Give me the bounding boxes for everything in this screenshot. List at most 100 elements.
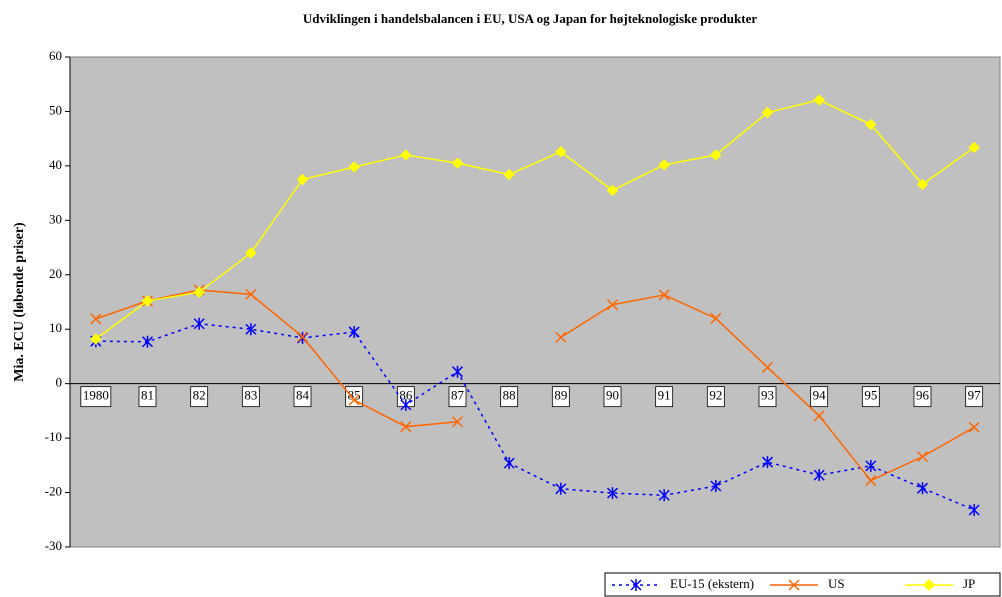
x-tick-label: 95 — [864, 388, 877, 403]
marker — [710, 149, 722, 161]
marker — [813, 410, 825, 422]
x-tick-group: 89 — [551, 386, 570, 408]
y-tick-label: 20 — [49, 266, 62, 281]
x-tick-box — [500, 386, 519, 408]
legend-label: EU-15 (ekstern) — [670, 576, 754, 591]
x-tick-box — [861, 386, 880, 408]
x-tick-box — [603, 386, 622, 408]
marker — [193, 317, 205, 330]
y-tick-label: 30 — [49, 211, 62, 226]
marker — [710, 312, 722, 324]
x-tick-group: 1980 — [80, 386, 112, 408]
x-tick-label: 1980 — [83, 388, 109, 403]
marker — [555, 331, 567, 343]
x-tick-group: 82 — [190, 386, 209, 408]
x-tick-label: 97 — [968, 388, 982, 403]
x-tick-group: 97 — [965, 386, 984, 408]
y-tick-label: -10 — [45, 429, 62, 444]
legend-label: US — [828, 576, 845, 591]
x-tick-label: 81 — [141, 388, 154, 403]
marker — [916, 451, 929, 463]
marker — [503, 457, 515, 470]
legend-label: JP — [963, 576, 975, 591]
marker — [916, 482, 929, 495]
series-line — [95, 323, 975, 511]
x-tick-box — [293, 386, 312, 408]
x-tick-box — [241, 386, 260, 408]
marker — [761, 361, 774, 373]
x-tick-group: 91 — [655, 386, 674, 408]
x-tick-group: 83 — [241, 386, 260, 408]
y-tick-label: -30 — [45, 538, 62, 553]
y-tick-label: -20 — [45, 484, 62, 499]
chart-title: Udviklingen i handelsbalancen i EU, USA … — [303, 11, 757, 26]
marker — [865, 118, 877, 131]
marker — [193, 286, 205, 298]
y-tick-label: 40 — [49, 157, 62, 172]
x-tick-box — [80, 386, 112, 408]
x-tick-group: 93 — [758, 386, 777, 408]
x-tick-box — [810, 386, 829, 408]
marker — [865, 475, 877, 487]
x-tick-box — [138, 386, 157, 408]
x-tick-box — [913, 386, 932, 408]
y-tick-label: 50 — [49, 102, 62, 117]
y-tick-label: 0 — [56, 375, 63, 390]
x-tick-box — [965, 386, 984, 408]
marker — [141, 335, 154, 348]
x-tick-group: 88 — [500, 386, 519, 408]
x-tick-label: 96 — [916, 388, 930, 403]
x-tick-group: 90 — [603, 386, 622, 408]
marker — [400, 398, 412, 411]
marker — [658, 159, 670, 171]
x-tick-label: 91 — [658, 388, 671, 403]
plot-area — [69, 56, 1001, 548]
x-tick-box — [706, 386, 725, 408]
x-tick-label: 86 — [399, 388, 413, 403]
marker — [348, 161, 360, 173]
x-tick-group: 81 — [138, 386, 157, 408]
x-tick-label: 90 — [606, 388, 619, 403]
marker — [141, 295, 154, 307]
marker — [400, 421, 412, 433]
x-tick-label: 94 — [813, 388, 827, 403]
x-tick-label: 92 — [709, 388, 722, 403]
x-tick-group: 87 — [448, 386, 467, 408]
legend-marker — [630, 579, 642, 591]
x-tick-box — [758, 386, 777, 408]
marker — [968, 503, 980, 516]
legend-marker — [788, 579, 800, 591]
x-tick-box — [448, 386, 467, 408]
x-tick-box — [551, 386, 570, 408]
x-tick-box — [655, 386, 674, 408]
x-tick-label: 82 — [193, 388, 206, 403]
marker — [451, 157, 464, 169]
marker — [968, 421, 980, 433]
marker — [245, 247, 257, 259]
marker — [658, 289, 670, 301]
marker — [245, 288, 257, 300]
x-tick-label: 93 — [761, 388, 774, 403]
marker — [348, 394, 360, 406]
x-tick-label: 83 — [244, 388, 257, 403]
marker — [296, 173, 309, 186]
marker — [606, 299, 619, 311]
x-tick-group: 92 — [706, 386, 725, 408]
x-tick-label: 89 — [554, 388, 567, 403]
y-tick-label: 10 — [49, 320, 62, 335]
marker — [761, 456, 774, 469]
marker — [451, 365, 464, 378]
x-tick-group: 84 — [293, 386, 312, 408]
x-tick-group: 95 — [861, 386, 880, 408]
marker — [710, 480, 722, 493]
marker — [400, 149, 412, 161]
marker — [296, 331, 309, 343]
y-axis-label: Mia. ECU (løbende priser) — [12, 222, 27, 382]
marker — [658, 489, 670, 502]
marker — [813, 469, 825, 482]
x-tick-group: 96 — [913, 386, 932, 408]
x-tick-label: 84 — [296, 388, 310, 403]
marker — [503, 168, 515, 181]
marker — [555, 482, 567, 495]
